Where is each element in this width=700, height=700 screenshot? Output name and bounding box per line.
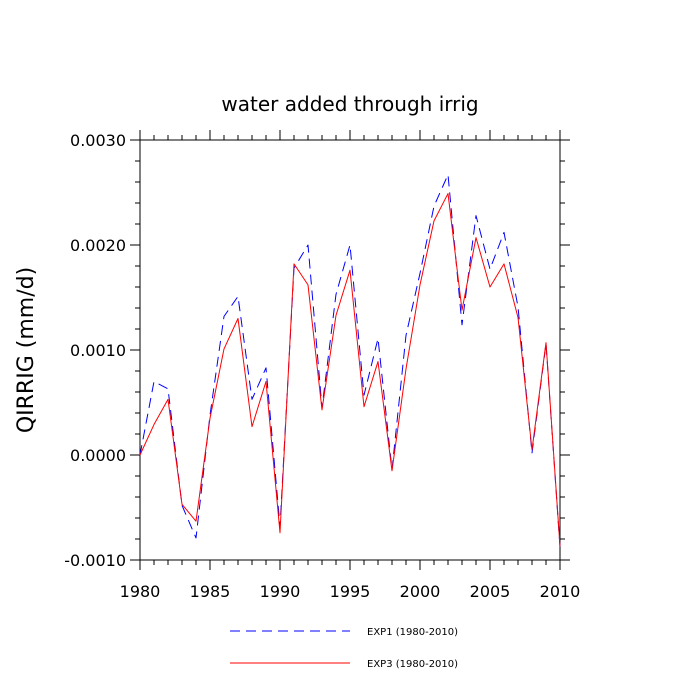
y-tick-label: 0.0010 (70, 341, 126, 360)
series-line-1 (139, 174, 561, 548)
x-tick-label: 2005 (470, 582, 511, 601)
y-tick-label: 0.0000 (70, 446, 126, 465)
chart-title: water added through irrig (221, 92, 478, 116)
x-tick-label: 1985 (190, 582, 231, 601)
series-line-2 (139, 193, 561, 547)
x-tick-label: 1995 (330, 582, 371, 601)
legend-label-1: EXP1 (1980-2010) (367, 627, 458, 638)
axes-group: -0.0010 0.0000 0.0010 0.0020 0.0030 1980 1985 1… (64, 130, 580, 601)
legend-label-2: EXP3 (1980-2010) (367, 659, 458, 670)
y-tick-label: -0.0010 (64, 551, 126, 570)
x-tick-label: 1990 (260, 582, 301, 601)
x-tick-label: 2000 (400, 582, 441, 601)
x-tick-label: 2010 (540, 582, 581, 601)
legend: EXP1 (1980-2010) EXP3 (1980-2010) (230, 627, 458, 670)
y-axis-label: QIRRIG (mm/d) (14, 267, 39, 433)
plot-frame (139, 139, 561, 561)
y-tick-label: 0.0030 (70, 131, 126, 150)
y-tick-label: 0.0020 (70, 236, 126, 255)
x-tick-label: 1980 (120, 582, 161, 601)
series-group (139, 174, 561, 548)
